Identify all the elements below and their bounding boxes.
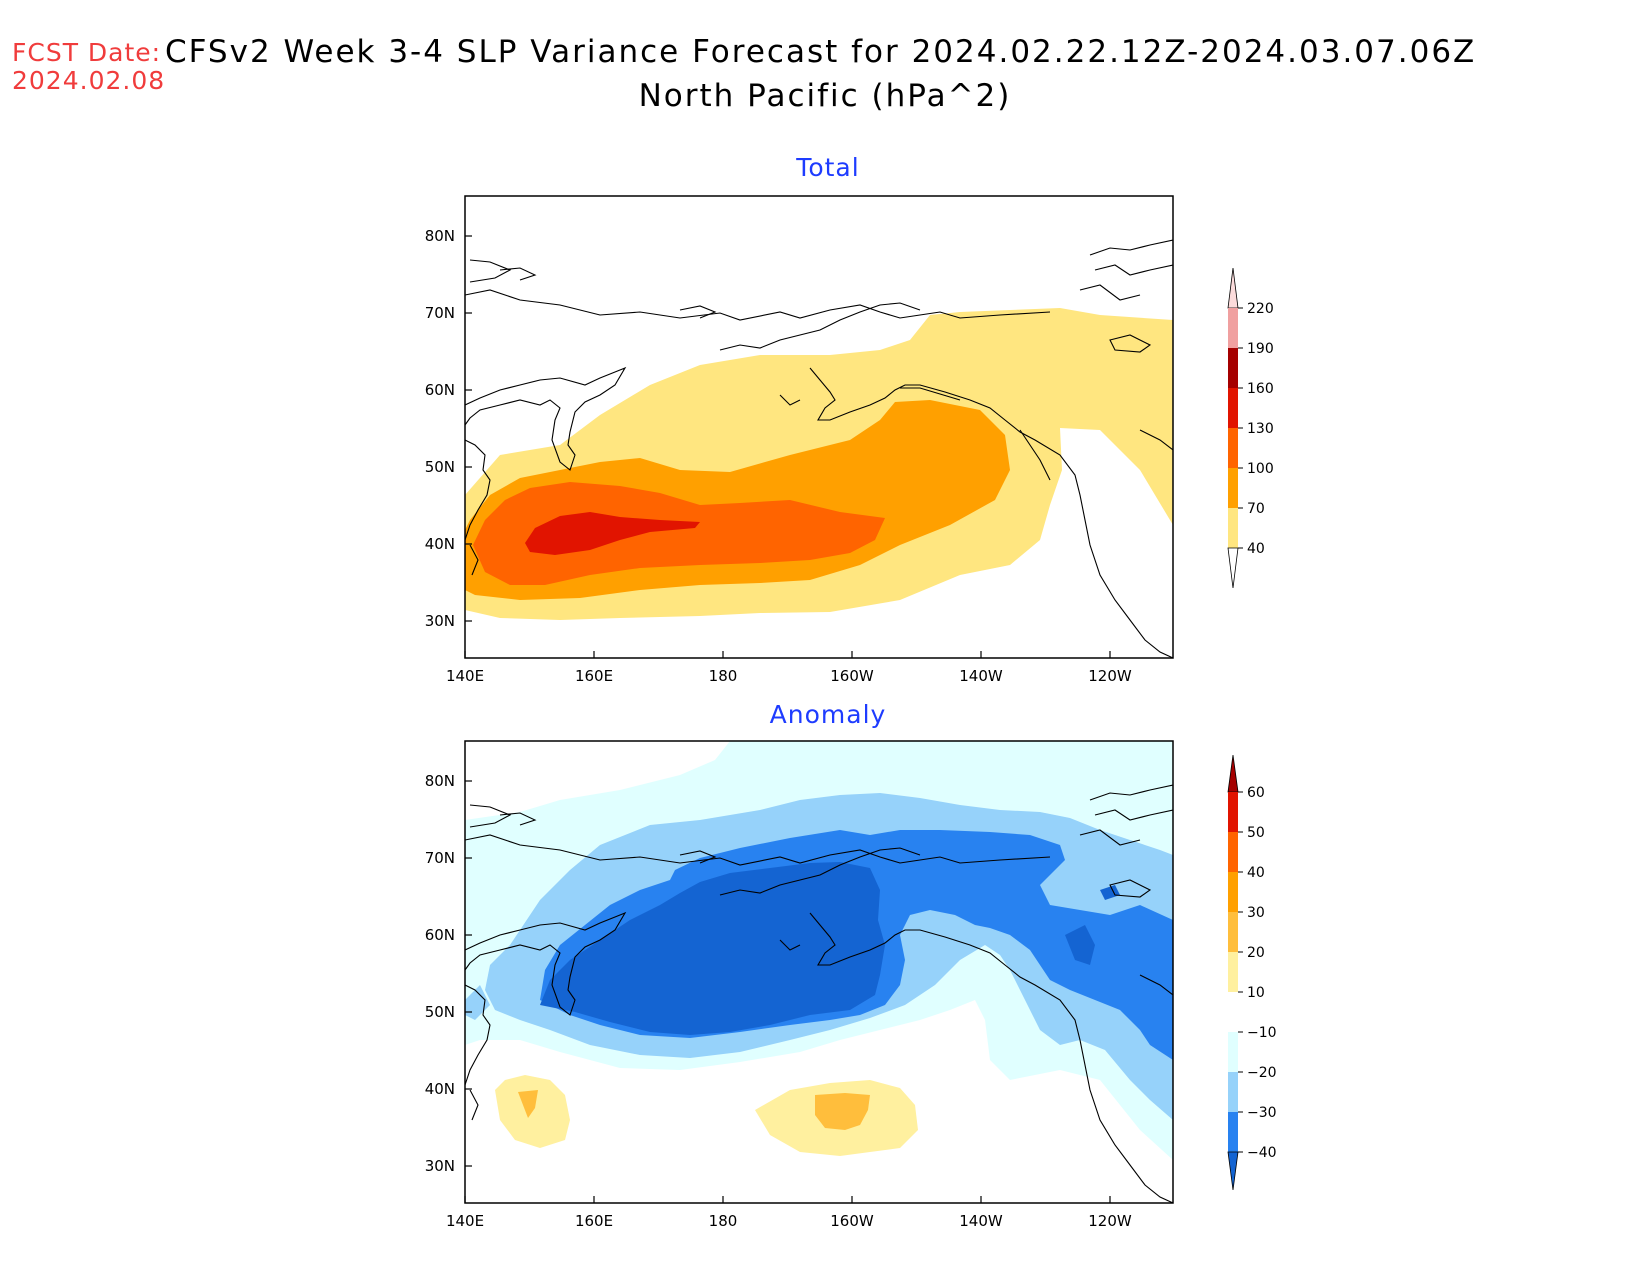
total-colorbar-swatch (1228, 428, 1238, 468)
total-contour-130 (525, 512, 700, 555)
anomaly-colorbar-label: 50 (1247, 825, 1265, 841)
total-lat-label: 40N (425, 535, 455, 553)
total-lat-label: 70N (425, 304, 455, 322)
total-coastlines (465, 239, 1173, 658)
total-colorbar-label: 190 (1247, 341, 1274, 357)
anomaly-lon-label: 180 (709, 1212, 738, 1230)
anomaly-ticks (464, 780, 1111, 1203)
fcst-date-label: FCST Date: (12, 38, 162, 67)
anomaly-lat-label: 80N (425, 772, 455, 790)
total-lon-label: 160E (575, 667, 613, 685)
total-colorbar: 220 190 160 130 100 70 40 (1227, 267, 1274, 589)
anomaly-contour-pos20 (815, 1093, 870, 1130)
total-lon-label: 140E (446, 667, 484, 685)
anomaly-colorbar-label: −20 (1247, 1065, 1277, 1081)
anomaly-colorbar-label: 60 (1247, 785, 1265, 801)
total-colorbar-top-arrow (1227, 267, 1239, 309)
anomaly-lon-label: 160E (575, 1212, 613, 1230)
anomaly-colorbar-bottom-arrow (1227, 1151, 1239, 1191)
panel-title-anomaly: Anomaly (769, 700, 887, 729)
anomaly-colorbar-label: −40 (1247, 1145, 1277, 1161)
total-colorbar-bottom-arrow (1227, 547, 1239, 589)
anomaly-contour-neg40 (540, 862, 885, 1035)
total-lon-label: 140W (959, 667, 1003, 685)
anomaly-colorbar-swatch (1228, 912, 1238, 952)
anomaly-contour-pos20 (518, 1090, 538, 1118)
anomaly-coastlines (465, 784, 1173, 1203)
anomaly-colorbar-swatch (1228, 992, 1238, 1032)
total-lat-label: 60N (425, 381, 455, 399)
anomaly-frame (464, 740, 1174, 1204)
anomaly-lon-label: 120W (1088, 1212, 1132, 1230)
total-colorbar-swatch (1228, 308, 1238, 348)
total-lon-label: 180 (709, 667, 738, 685)
total-contour-100 (473, 482, 885, 585)
anomaly-lon-label: 160W (830, 1212, 874, 1230)
fcst-date-value: 2024.02.08 (12, 66, 166, 95)
anomaly-colorbar-swatch (1228, 792, 1238, 832)
total-frame (464, 195, 1174, 659)
total-lat-label: 80N (425, 227, 455, 245)
anomaly-colorbar: 60 50 40 30 20 10 −10 −20 −30 −40 (1227, 754, 1277, 1191)
anomaly-colorbar-label: −30 (1247, 1105, 1277, 1121)
total-colorbar-label: 160 (1247, 381, 1274, 397)
panel-title-total: Total (796, 153, 860, 182)
anomaly-colorbar-swatch (1228, 832, 1238, 872)
total-colorbar-swatch (1228, 508, 1238, 548)
anomaly-lat-label: 40N (425, 1080, 455, 1098)
total-colorbar-label: 130 (1247, 421, 1274, 437)
map-subtitle: North Pacific (hPa^2) (638, 78, 1012, 114)
anomaly-lon-label: 140E (446, 1212, 484, 1230)
anomaly-colorbar-swatch (1228, 1112, 1238, 1152)
anomaly-lon-label: 140W (959, 1212, 1003, 1230)
anomaly-colorbar-label: 40 (1247, 865, 1265, 881)
total-colorbar-label: 100 (1247, 461, 1274, 477)
anomaly-contour-neg40-small (1100, 885, 1120, 900)
anomaly-colorbar-label: −10 (1247, 1025, 1277, 1041)
anomaly-colorbar-label: 20 (1247, 945, 1265, 961)
anomaly-lat-label: 60N (425, 926, 455, 944)
total-ticks (464, 235, 1111, 658)
total-colorbar-label: 40 (1247, 541, 1265, 557)
map-title: CFSv2 Week 3-4 SLP Variance Forecast for… (165, 34, 1477, 70)
anomaly-shading (465, 741, 1173, 1160)
anomaly-colorbar-top-arrow (1227, 754, 1239, 793)
anomaly-contour-neg40-small (1065, 925, 1095, 965)
total-colorbar-label: 70 (1247, 501, 1265, 517)
total-lat-label: 50N (425, 458, 455, 476)
anomaly-colorbar-swatch (1228, 872, 1238, 912)
total-colorbar-swatch (1228, 388, 1238, 428)
total-lon-label: 160W (830, 667, 874, 685)
anomaly-colorbar-label: 10 (1247, 985, 1265, 1001)
total-lon-label: 120W (1088, 667, 1132, 685)
total-lat-label: 30N (425, 612, 455, 630)
total-colorbar-swatch (1228, 348, 1238, 388)
anomaly-colorbar-swatch (1228, 1032, 1238, 1072)
anomaly-lat-label: 70N (425, 849, 455, 867)
anomaly-lat-label: 50N (425, 1003, 455, 1021)
anomaly-colorbar-swatch (1228, 952, 1238, 992)
anomaly-lat-label: 30N (425, 1157, 455, 1175)
anomaly-colorbar-swatch (1228, 1072, 1238, 1112)
total-colorbar-label: 220 (1247, 301, 1274, 317)
total-shading (465, 308, 1173, 620)
total-colorbar-swatch (1228, 468, 1238, 508)
anomaly-colorbar-label: 30 (1247, 905, 1265, 921)
